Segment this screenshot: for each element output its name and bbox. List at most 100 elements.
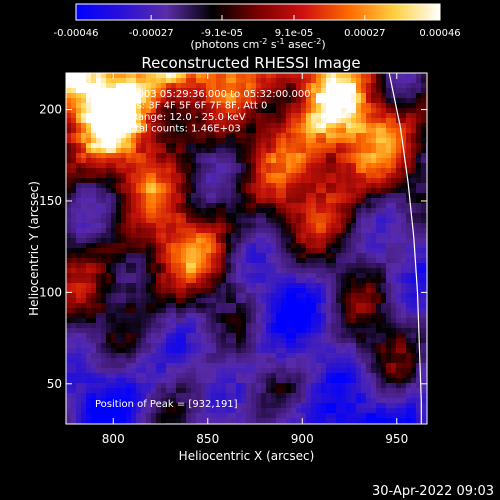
heatmap-cell [336, 128, 342, 134]
heatmap-cell [306, 298, 312, 304]
heatmap-cell [316, 153, 322, 159]
heatmap-cell [391, 263, 397, 269]
heatmap-cell [156, 308, 162, 314]
heatmap-cell [251, 133, 257, 139]
heatmap-cell [261, 203, 267, 209]
heatmap-cell [186, 278, 192, 284]
heatmap-cell [136, 213, 142, 219]
heatmap-cell [216, 123, 222, 129]
heatmap-cell [66, 178, 72, 184]
heatmap-cell [186, 368, 192, 374]
heatmap-cell [386, 383, 392, 389]
heatmap-cell [176, 238, 182, 244]
heatmap-cell [156, 303, 162, 309]
heatmap-cell [321, 298, 327, 304]
heatmap-cell [226, 308, 232, 314]
heatmap-cell [376, 333, 382, 339]
heatmap-cell [96, 393, 102, 399]
heatmap-cell [361, 278, 367, 284]
heatmap-cell [356, 113, 362, 119]
heatmap-cell [161, 73, 167, 79]
heatmap-cell [251, 293, 257, 299]
heatmap-cell [241, 288, 247, 294]
heatmap-cell [156, 273, 162, 279]
colorbar-ticks: -0.00046 -0.00027 -9.1e-05 9.1e-05 0.00027 0.… [54, 15, 461, 39]
heatmap-cell [401, 73, 407, 79]
heatmap-cell [356, 133, 362, 139]
heatmap-cell [151, 183, 157, 189]
heatmap-cell [221, 73, 227, 79]
heatmap-cell [96, 83, 102, 89]
heatmap-cell [286, 143, 292, 149]
heatmap-cell [336, 263, 342, 269]
heatmap-cell [391, 253, 397, 259]
heatmap-cell [176, 408, 182, 414]
heatmap-cell [376, 258, 382, 264]
heatmap-cell [346, 303, 352, 309]
heatmap-cell [296, 133, 302, 139]
heatmap-cell [121, 283, 127, 289]
heatmap-cell [276, 393, 282, 399]
heatmap-cell [396, 248, 402, 254]
heatmap-cell [386, 313, 392, 319]
heatmap-cell [86, 408, 92, 414]
heatmap-cell [66, 188, 72, 194]
heatmap-cell [166, 238, 172, 244]
heatmap-cell [186, 118, 192, 124]
heatmap-cell [366, 343, 372, 349]
heatmap-cell [191, 203, 197, 209]
heatmap-cell [181, 83, 187, 89]
heatmap-cell [306, 353, 312, 359]
heatmap-cell [221, 313, 227, 319]
heatmap-cell [341, 348, 347, 354]
heatmap-cell [421, 278, 427, 284]
heatmap-cell [246, 403, 252, 409]
heatmap-cell [396, 113, 402, 119]
heatmap-cell [231, 93, 237, 99]
heatmap-cell [386, 368, 392, 374]
heatmap-cell [86, 388, 92, 394]
heatmap-cell [266, 223, 272, 229]
heatmap-cell [171, 253, 177, 259]
heatmap-cell [266, 288, 272, 294]
heatmap-cell [186, 398, 192, 404]
heatmap-cell [421, 88, 427, 94]
heatmap-cell [371, 208, 377, 214]
heatmap-cell [211, 198, 217, 204]
heatmap-cell [351, 188, 357, 194]
heatmap-cell [291, 348, 297, 354]
heatmap-cell [216, 343, 222, 349]
heatmap-cell [241, 158, 247, 164]
heatmap-cell [176, 103, 182, 109]
heatmap-cell [236, 168, 242, 174]
heatmap-cell [271, 148, 277, 154]
heatmap-cell [256, 263, 262, 269]
heatmap-cell [171, 288, 177, 294]
heatmap-cell [196, 268, 202, 274]
heatmap-cell [216, 93, 222, 99]
heatmap-cell [161, 208, 167, 214]
heatmap-cell [406, 398, 412, 404]
heatmap-cell [161, 103, 167, 109]
heatmap-cell [356, 78, 362, 84]
heatmap-cell [161, 283, 167, 289]
heatmap-cell [141, 363, 147, 369]
heatmap-cell [66, 163, 72, 169]
heatmap-cell [151, 378, 157, 384]
heatmap-cell [156, 228, 162, 234]
heatmap-cell [326, 93, 332, 99]
heatmap-cell [76, 173, 82, 179]
heatmap-cell [211, 183, 217, 189]
heatmap-cell [216, 98, 222, 104]
heatmap-cell [321, 403, 327, 409]
heatmap-cell [301, 208, 307, 214]
heatmap-cell [76, 383, 82, 389]
heatmap-cell [281, 163, 287, 169]
heatmap-cell [291, 163, 297, 169]
heatmap-cell [271, 218, 277, 224]
heatmap-cell [166, 178, 172, 184]
heatmap-cell [71, 143, 77, 149]
heatmap-cell [331, 233, 337, 239]
heatmap-cell [171, 88, 177, 94]
heatmap-cell [346, 108, 352, 114]
